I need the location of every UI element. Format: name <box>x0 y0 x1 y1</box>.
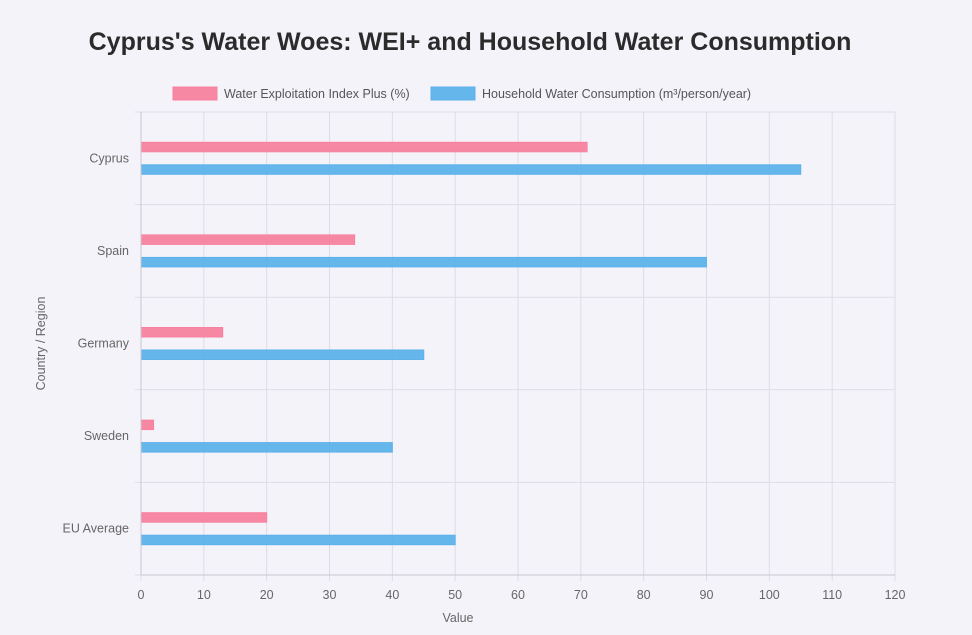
x-axis-title: Value <box>442 611 473 625</box>
bar-wei <box>140 419 155 431</box>
x-tick-label: 0 <box>138 588 145 602</box>
x-tick-label: 110 <box>822 588 842 602</box>
legend-label: Household Water Consumption (m³/person/y… <box>482 87 751 101</box>
y-axis-title: Country / Region <box>34 297 48 391</box>
x-tick-label: 90 <box>700 588 714 602</box>
y-tick-label: Cyprus <box>89 151 129 165</box>
bar-wei <box>140 512 268 523</box>
x-tick-label: 60 <box>511 588 525 602</box>
x-tick-label: 40 <box>385 588 399 602</box>
y-tick-label: EU Average <box>63 522 130 536</box>
bar-consumption <box>140 534 456 546</box>
y-tick-label: Germany <box>78 337 130 351</box>
x-tick-label: 10 <box>197 588 211 602</box>
x-tick-label: 80 <box>637 588 651 602</box>
chart-title: Cyprus's Water Woes: WEI+ and Household … <box>88 28 852 56</box>
legend-swatch <box>430 86 476 101</box>
x-tick-label: 50 <box>448 588 462 602</box>
legend-swatch <box>172 86 218 101</box>
bar-wei <box>140 141 588 153</box>
y-tick-label: Spain <box>97 244 129 258</box>
bar-wei <box>140 234 356 245</box>
legend-label: Water Exploitation Index Plus (%) <box>224 87 410 101</box>
bar-consumption <box>140 256 707 268</box>
x-tick-label: 120 <box>885 588 906 602</box>
bar-consumption <box>140 349 425 360</box>
bar-consumption <box>140 442 393 453</box>
x-tick-label: 20 <box>260 588 274 602</box>
bar-consumption <box>140 164 802 175</box>
x-tick-label: 100 <box>759 588 780 602</box>
bar-wei <box>140 327 224 338</box>
x-tick-label: 30 <box>323 588 337 602</box>
x-tick-label: 70 <box>574 588 588 602</box>
y-tick-label: Sweden <box>84 429 129 443</box>
